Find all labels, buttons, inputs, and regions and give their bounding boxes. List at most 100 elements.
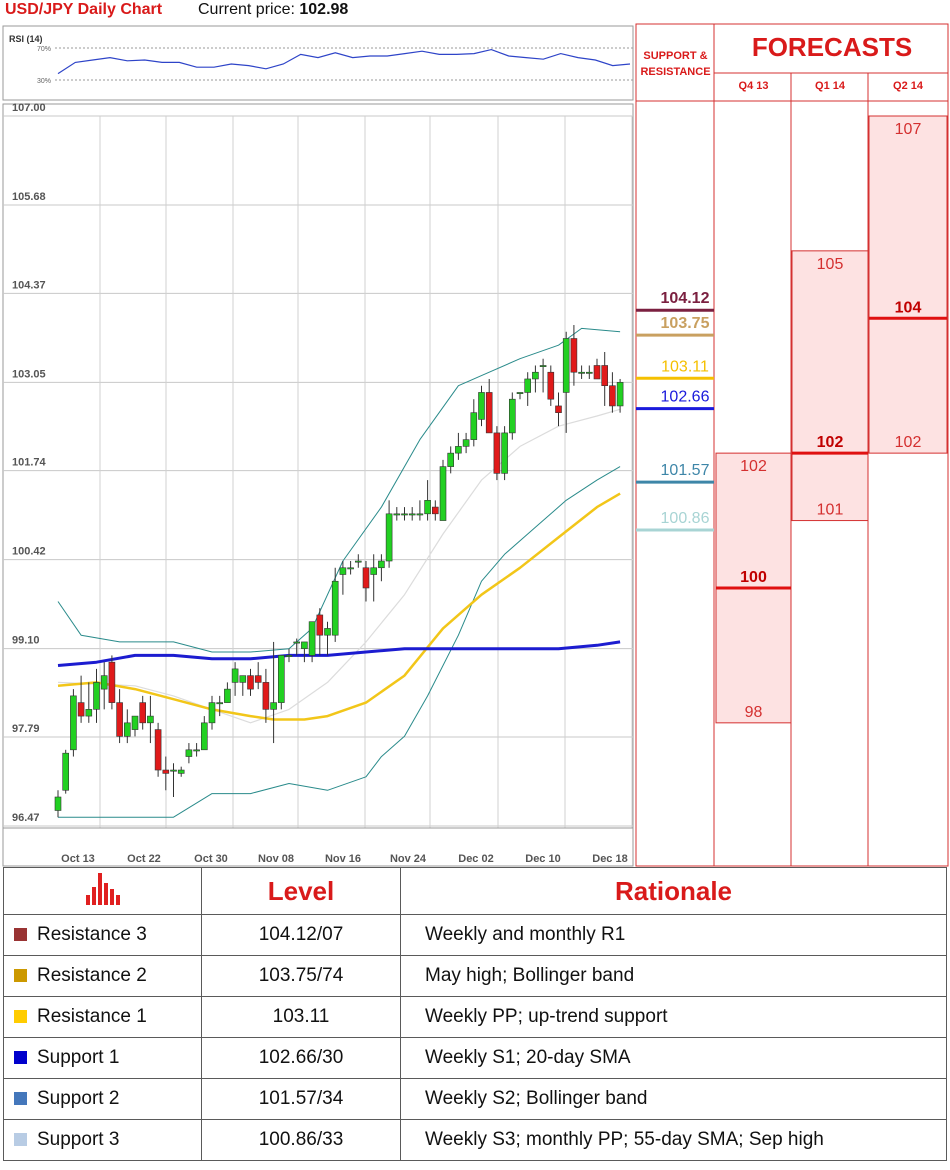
candle-body: [54, 796, 62, 811]
candle-body: [616, 382, 624, 407]
forecast-range: [791, 250, 869, 522]
candle-body: [516, 392, 524, 394]
candle-body: [324, 628, 331, 636]
candle-body: [100, 675, 108, 690]
x-tick-label: Nov 08: [258, 853, 294, 865]
y-tick-label: 97.79: [12, 723, 40, 735]
row-name: Resistance 3: [37, 924, 147, 945]
color-swatch: [14, 1092, 27, 1105]
price-chart-frame: [2, 103, 634, 867]
row-name-cell: Support 3: [3, 1119, 202, 1161]
x-tick-label: Nov 24: [390, 853, 427, 865]
row-rationale: Weekly S3; monthly PP; 55-day SMA; Sep h…: [400, 1119, 947, 1161]
candle-body: [231, 668, 239, 683]
candle-body: [147, 715, 154, 724]
row-name-cell: Resistance 2: [3, 955, 202, 997]
x-tick-label: Dec 10: [525, 853, 560, 865]
candle-body: [224, 688, 231, 703]
row-level: 101.57/34: [201, 1078, 401, 1120]
candle-body: [124, 722, 131, 737]
forecasts-header: FORECASTS: [751, 32, 913, 62]
row-rationale: Weekly PP; up-trend support: [400, 996, 947, 1038]
candle-body: [208, 702, 216, 724]
candle-body: [77, 702, 85, 717]
candle-body: [285, 655, 293, 657]
candle-body: [162, 769, 170, 774]
forecast-median-label: 102: [817, 434, 844, 451]
candle-body: [439, 466, 447, 521]
candle-body: [201, 722, 208, 751]
support-resistance-header: SUPPORT & RESISTANCE: [637, 48, 714, 80]
table-row: Resistance 1 103.11 Weekly PP; up-trend …: [3, 996, 947, 1038]
candle-body: [254, 675, 262, 683]
table-row: Resistance 3 104.12/07 Weekly and monthl…: [3, 914, 947, 956]
candle-body: [331, 580, 339, 636]
current-price: Current price: 102.98: [198, 1, 348, 19]
candle-body: [347, 567, 354, 570]
sr-level-label: 104.12: [661, 290, 710, 307]
candle-body: [262, 682, 270, 710]
candle-body: [508, 398, 516, 434]
support-resistance-header-line2: RESISTANCE: [640, 66, 711, 78]
candle-body: [247, 675, 254, 690]
row-level: 102.66/30: [201, 1037, 401, 1079]
candle-body: [570, 338, 578, 373]
candle-body: [416, 513, 424, 516]
rationale-column-header: Rationale: [400, 867, 947, 915]
candle-body: [455, 446, 462, 454]
quarter-header-q1-14: Q1 14: [815, 80, 845, 92]
candle-body: [601, 365, 609, 387]
forecast-high-label: 105: [817, 256, 844, 273]
row-rationale: May high; Bollinger band: [400, 955, 947, 997]
support-resistance-header-line1: SUPPORT &: [643, 50, 708, 62]
row-name: Support 2: [37, 1088, 120, 1109]
row-level: 104.12/07: [201, 914, 401, 956]
candle-body: [354, 560, 362, 563]
x-tick-label: Nov 16: [325, 853, 361, 865]
row-rationale: Weekly S2; Bollinger band: [400, 1078, 947, 1120]
candle-body: [93, 682, 100, 710]
chart-title: USD/JPY Daily Chart: [5, 1, 163, 18]
forecast-median-label: 100: [740, 569, 767, 586]
rsi-line: [57, 48, 631, 75]
row-name-cell: Resistance 3: [3, 914, 202, 956]
table-row: Resistance 2 103.75/74 May high; Bolling…: [3, 955, 947, 997]
row-rationale: Weekly S1; 20-day SMA: [400, 1037, 947, 1079]
candle-body: [493, 432, 501, 474]
candle-body: [277, 655, 285, 703]
x-tick-label: Dec 02: [458, 853, 493, 865]
y-tick-label: 99.10: [12, 635, 40, 647]
color-swatch: [14, 928, 27, 941]
forecast-range: [868, 115, 948, 454]
quarter-header-q2-14: Q2 14: [893, 80, 923, 92]
candle-body: [424, 500, 431, 515]
color-swatch: [14, 1010, 27, 1023]
candle-body: [578, 371, 585, 374]
y-tick-label: 101.74: [12, 457, 47, 469]
candle-body: [116, 702, 123, 737]
sr-level-label: 103.75: [661, 315, 710, 332]
sr-level-label: 103.11: [661, 358, 709, 375]
bollinger-lower-line: [58, 466, 621, 818]
sr-level-label: 100.86: [661, 510, 710, 527]
forecast-low-label: 101: [817, 502, 844, 519]
forecast-low-label: 98: [745, 704, 763, 721]
candle-body: [385, 513, 393, 562]
candle-body: [532, 371, 539, 380]
candle-body: [301, 641, 308, 649]
candle-body: [462, 439, 470, 447]
candle-body: [108, 661, 116, 703]
x-tick-label: Oct 13: [61, 853, 95, 865]
forecast-panel-frame: [635, 23, 949, 867]
row-name: Support 3: [37, 1129, 120, 1150]
color-swatch: [14, 969, 27, 982]
candle-body: [539, 365, 547, 367]
sma20-line: [57, 408, 621, 724]
candle-body: [239, 675, 247, 683]
candle-body: [401, 513, 408, 516]
candle-body: [131, 715, 139, 730]
candle-body: [408, 513, 416, 516]
candle-body: [547, 371, 555, 400]
table-row: Support 3 100.86/33 Weekly S3; monthly P…: [3, 1119, 947, 1161]
